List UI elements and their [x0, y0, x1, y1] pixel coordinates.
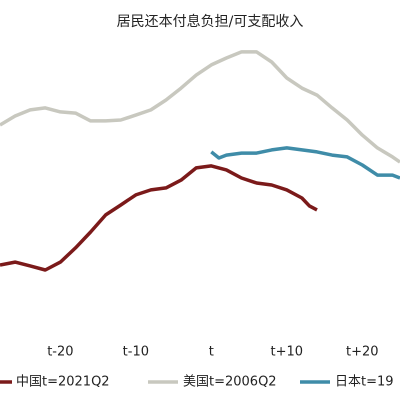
x-tick-label: t+10 — [271, 345, 304, 360]
chart-title: 居民还本付息负担/可支配收入 — [117, 13, 304, 30]
x-tick-label: t-10 — [123, 345, 149, 360]
line — [0, 50, 400, 164]
line — [0, 164, 318, 272]
x-tick-label: t-20 — [47, 345, 73, 360]
legend-label: 中国t=2021Q2 — [16, 375, 110, 390]
legend-label: 日本t=19 — [335, 375, 394, 390]
legend-label: 美国t=2006Q2 — [183, 375, 277, 390]
x-tick-label: t — [209, 345, 214, 360]
x-tick-label: t+20 — [346, 345, 379, 360]
line — [210, 146, 400, 180]
